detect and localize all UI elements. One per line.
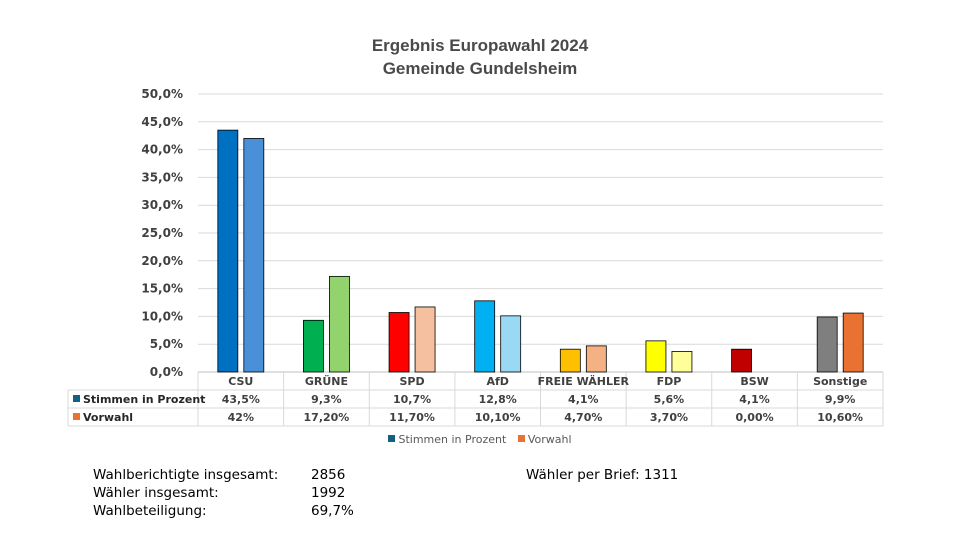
chart-title: Ergebnis Europawahl 2024	[371, 36, 589, 55]
y-tick-label: 5,0%	[150, 337, 183, 351]
category-label: SPD	[400, 375, 425, 388]
table-cell-value: 0,00%	[735, 411, 773, 424]
y-tick-label: 0,0%	[150, 365, 183, 379]
y-tick-label: 45,0%	[141, 115, 183, 129]
category-label: BSW	[740, 375, 768, 388]
bar-vorwahl	[585, 345, 607, 373]
bar-stimmen	[645, 340, 667, 373]
bar-stimmen	[303, 319, 324, 373]
table-cell-value: 12,8%	[479, 393, 517, 406]
bar-stimmen	[816, 316, 838, 373]
table-cell-value: 10,60%	[817, 411, 863, 424]
category-label: AfD	[486, 375, 508, 388]
category-label: FDP	[657, 375, 682, 388]
category-label: CSU	[228, 375, 253, 388]
table-cell-value: 17,20%	[304, 411, 350, 424]
table-cell-value: 4,70%	[564, 411, 602, 424]
chart-subtitle: Gemeinde Gundelsheim	[382, 59, 578, 78]
y-tick-label: 20,0%	[141, 254, 183, 268]
y-tick-label: 30,0%	[141, 198, 183, 212]
table-cell-value: 10,10%	[475, 411, 521, 424]
y-tick-label: 15,0%	[141, 282, 183, 296]
legend-label-vorwahl: Vorwahl	[527, 433, 572, 446]
y-tick-label: 10,0%	[141, 309, 183, 323]
bar-vorwahl	[842, 312, 864, 373]
y-tick-label: 40,0%	[141, 143, 183, 157]
wahlberechtigte-label: Wahlberichtigte insgesamt:	[93, 467, 279, 483]
table-cell-value: 4,1%	[568, 393, 599, 406]
legend-item-vorwahl: Vorwahl	[517, 433, 572, 446]
bar-stimmen	[474, 300, 496, 373]
row-legend-key	[73, 413, 80, 420]
row-label: Stimmen in Prozent	[83, 393, 205, 406]
waehler-label: Wähler insgesamt:	[93, 485, 219, 501]
waehler-value: 1992	[311, 485, 346, 501]
y-tick-label: 25,0%	[141, 226, 183, 240]
category-label: GRÜNE	[305, 374, 348, 388]
bar-vorwahl	[243, 138, 265, 373]
bar-vorwahl	[671, 351, 693, 373]
wahlberechtigte-value: 2856	[311, 467, 346, 483]
bar-vorwahl	[329, 275, 350, 373]
bar-vorwahl	[500, 315, 522, 373]
bar-stimmen	[388, 312, 410, 373]
table-cell-value: 42%	[228, 411, 254, 424]
table-cell-value: 10,7%	[393, 393, 431, 406]
table-cell-value: 9,3%	[311, 393, 342, 406]
category-label: Sonstige	[813, 375, 867, 388]
bar-vorwahl	[414, 306, 436, 373]
beteiligung-value: 69,7%	[311, 503, 354, 519]
legend-swatch-vorwahl	[517, 435, 525, 442]
category-label: FREIE WÄHLER	[538, 374, 630, 388]
beteiligung-label: Wahlbeteiligung:	[93, 503, 207, 519]
table-cell-value: 4,1%	[739, 393, 770, 406]
row-label: Vorwahl	[83, 411, 133, 424]
bar-stimmen	[217, 129, 239, 373]
table-cell-value: 9,9%	[825, 393, 856, 406]
legend-swatch-stimmen	[388, 435, 396, 442]
bar-stimmen	[731, 348, 752, 373]
row-legend-key	[73, 395, 80, 402]
table-cell-value: 43,5%	[222, 393, 260, 406]
brief-text: Wähler per Brief: 1311	[526, 467, 679, 483]
table-cell-value: 3,70%	[650, 411, 688, 424]
y-tick-label: 35,0%	[141, 170, 183, 184]
table-cell-value: 5,6%	[654, 393, 685, 406]
legend-label-stimmen: Stimmen in Prozent	[398, 433, 507, 446]
legend-item-stimmen: Stimmen in Prozent	[388, 433, 506, 446]
table-cell-value: 11,70%	[389, 411, 435, 424]
chart-legend: Stimmen in Prozent Vorwahl	[0, 433, 960, 446]
bar-stimmen	[559, 348, 581, 373]
y-tick-label: 50,0%	[141, 87, 183, 101]
